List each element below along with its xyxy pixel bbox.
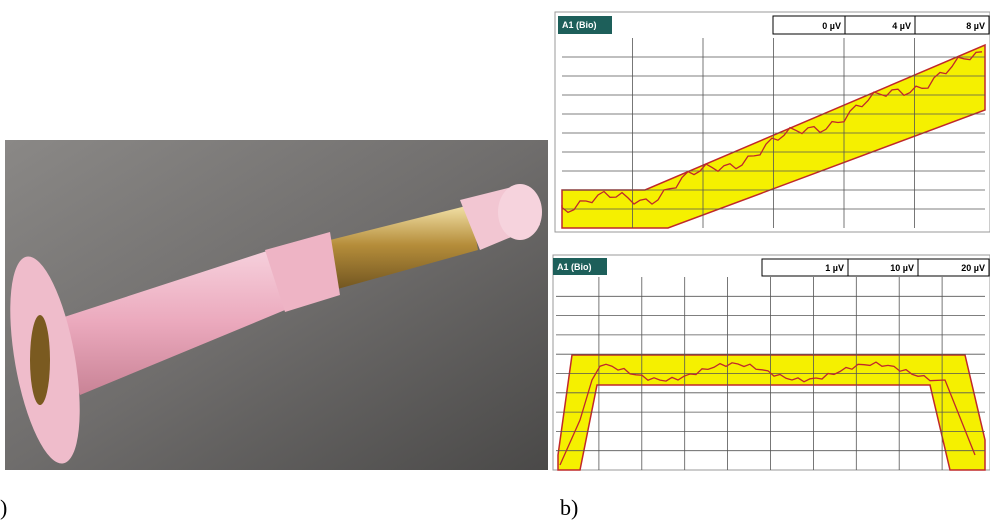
scale-label: 0 µV <box>822 21 841 31</box>
photo <box>0 140 548 470</box>
screen: A1 (Bio) 1 µV 10 µV 20 µV <box>553 255 990 470</box>
panel-label: ) <box>0 495 7 520</box>
screen: A1 (Bio) 0 µV 4 µV 8 µV <box>555 12 990 232</box>
figure: ) b) A1 (Bio) 0 µV 4 µV 8 µV A1 (Bio) 1 µV… <box>0 0 990 525</box>
scale-label: 20 µV <box>961 263 985 273</box>
channel-label: A1 (Bio) <box>562 20 597 30</box>
channel-label: A1 (Bio) <box>557 262 592 272</box>
scale-label: 1 µV <box>825 263 844 273</box>
scale-label: 8 µV <box>966 21 985 31</box>
panel-label: b) <box>560 495 578 520</box>
scale-label: 10 µV <box>890 263 914 273</box>
scale-label: 4 µV <box>892 21 911 31</box>
